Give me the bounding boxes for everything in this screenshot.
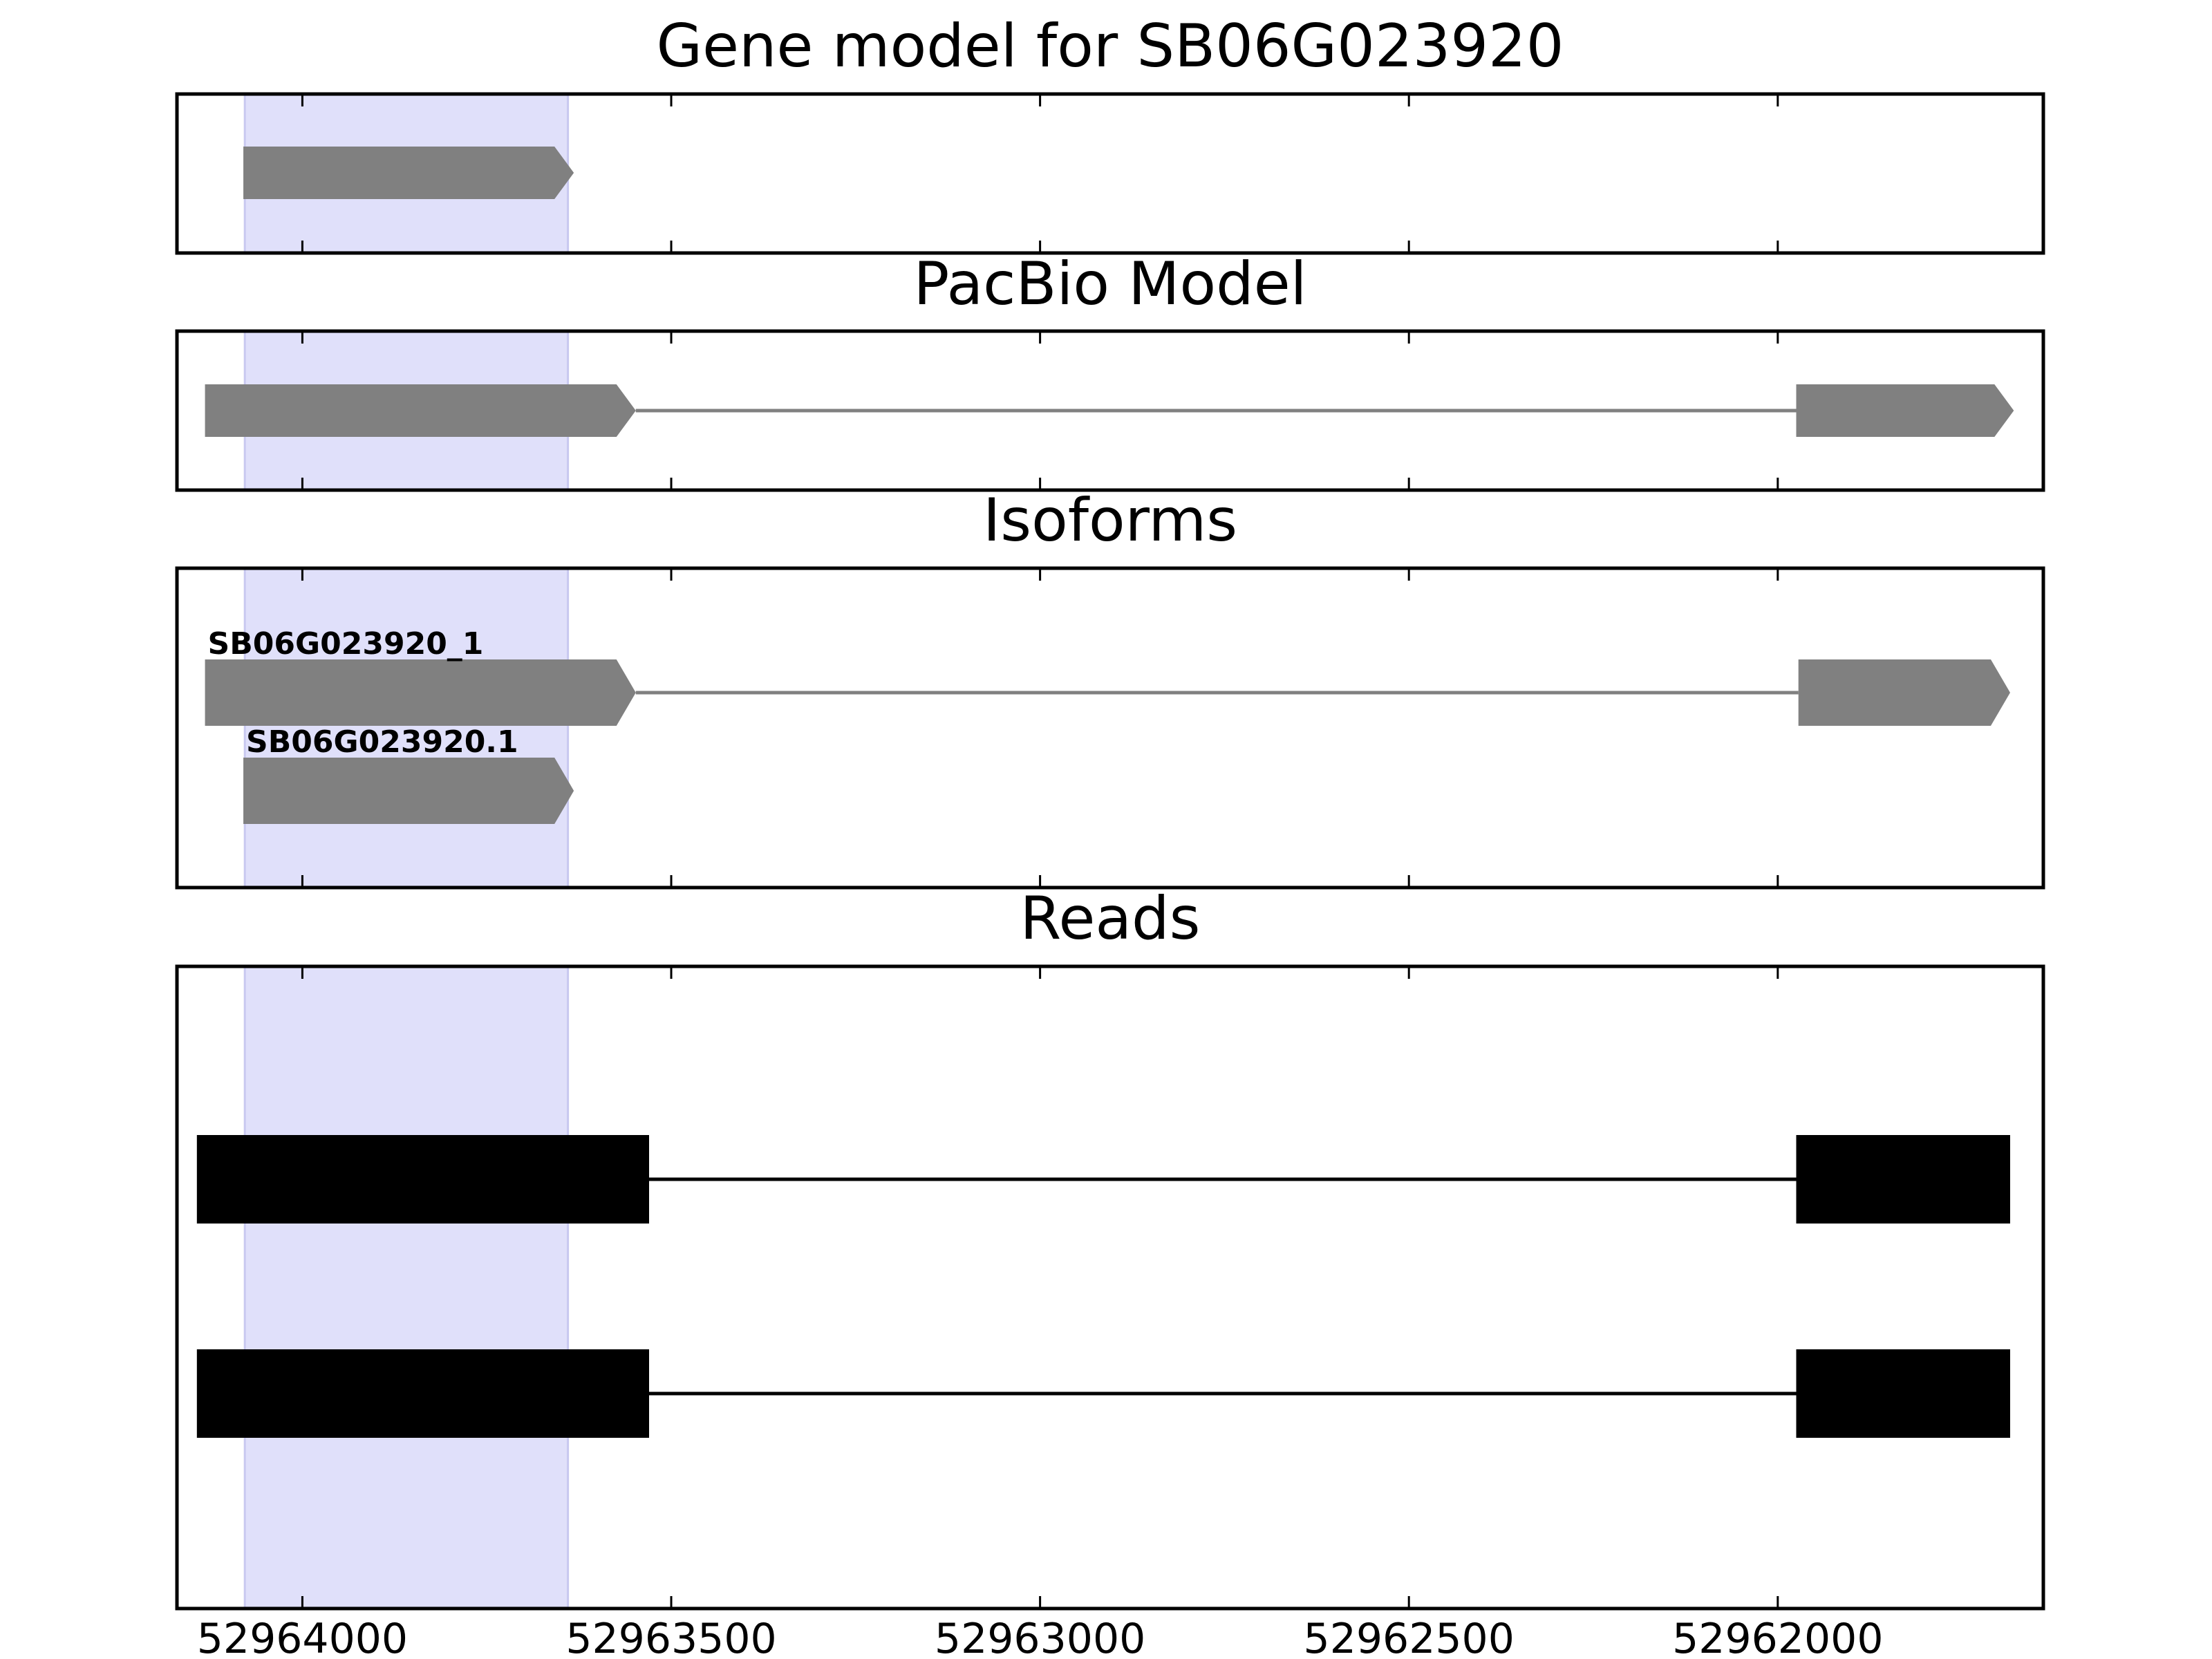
track-isoforms-2: SB06G023920.1 — [243, 724, 574, 824]
panel-frame — [175, 92, 2045, 255]
isoform-label: SB06G023920_1 — [208, 626, 484, 662]
track-reads-2 — [196, 1349, 2010, 1438]
x-tick-label: 52963500 — [565, 1615, 776, 1659]
x-tick-label: 52962500 — [1304, 1615, 1515, 1659]
isoform-label: SB06G023920.1 — [246, 724, 518, 760]
x-tick-label: 52964000 — [197, 1615, 408, 1659]
track-reads-1 — [196, 1135, 2010, 1224]
exon-block — [205, 659, 636, 726]
exon-block — [1798, 659, 2010, 726]
x-tick-label: 52962000 — [1672, 1615, 1883, 1659]
exon-block — [243, 758, 574, 824]
panel-pacbio-model: PacBio Model — [175, 250, 2045, 492]
panel-isoforms: Isoforms SB06G023920_1 SB06G023920.1 — [175, 486, 2045, 890]
panel-frame — [175, 566, 2045, 890]
x-axis: 52964000 52963500 52963000 52962500 52962000 — [197, 1615, 1884, 1659]
exon-block — [243, 147, 574, 199]
exon-block — [205, 384, 636, 437]
exon-block — [196, 1349, 650, 1438]
panel-frame — [175, 329, 2045, 492]
panel-title: Isoforms — [983, 486, 1237, 555]
track-gene-model-1 — [243, 147, 574, 199]
x-tick-label: 52963000 — [935, 1615, 1145, 1659]
panel-reads: Reads — [175, 884, 2045, 1611]
exon-block — [1796, 384, 2014, 437]
panel-title: PacBio Model — [913, 250, 1306, 319]
panel-gene-model: Gene model for SB06G023920 — [175, 12, 2045, 255]
panel-title: Gene model for SB06G023920 — [657, 12, 1564, 81]
exon-block — [1796, 1349, 2010, 1438]
track-isoforms-1: SB06G023920_1 — [205, 626, 2010, 726]
panel-title: Reads — [1020, 884, 1201, 953]
panel-frame — [175, 964, 2045, 1611]
highlight-band — [243, 965, 570, 1610]
highlight-band — [243, 567, 570, 889]
exon-block — [1796, 1135, 2010, 1224]
track-pacbio-model-1 — [205, 384, 2014, 437]
exon-block — [196, 1135, 650, 1224]
panels-layer: Gene model for SB06G023920 PacBio Model Is… — [175, 12, 2045, 1611]
